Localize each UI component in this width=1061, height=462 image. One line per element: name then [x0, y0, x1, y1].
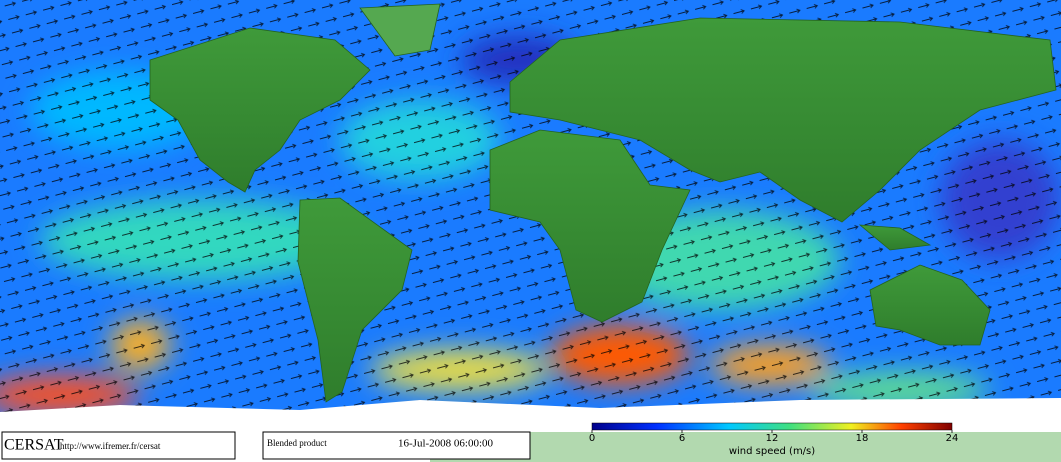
- product-date: 16-Jul-2008 06:00:00: [398, 438, 494, 450]
- antarctica-relief: [430, 432, 1061, 462]
- colorbar-tick-label: 12: [766, 433, 779, 444]
- continents: [149, 17, 1057, 403]
- greenland: [359, 3, 441, 57]
- org-name: CERSAT: [4, 437, 64, 454]
- colorbar-tick-label: 0: [589, 433, 595, 444]
- colorbar-tick-label: 24: [946, 433, 959, 444]
- org-box: [1, 431, 236, 460]
- colorbar-title: wind speed (m/s): [729, 446, 815, 457]
- product-name: Blended product: [267, 438, 327, 448]
- org-url: http://www.ifremer.fr/cersat: [60, 441, 161, 451]
- colorbar-tick-label: 18: [856, 433, 869, 444]
- product-box: [262, 431, 531, 460]
- colorbar-tick-label: 6: [679, 433, 685, 444]
- antarctica: [0, 398, 1061, 430]
- colorbar: [591, 422, 953, 431]
